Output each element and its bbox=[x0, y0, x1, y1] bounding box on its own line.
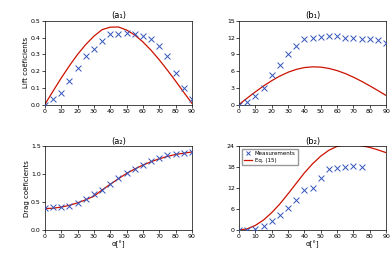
Point bbox=[334, 34, 340, 38]
Point bbox=[326, 167, 332, 171]
Point bbox=[156, 156, 162, 160]
Point bbox=[131, 167, 138, 171]
Point bbox=[301, 37, 307, 41]
Point bbox=[107, 182, 113, 186]
Point bbox=[342, 35, 348, 40]
Point bbox=[91, 47, 97, 51]
Point bbox=[164, 153, 170, 157]
Point bbox=[285, 206, 291, 210]
Title: (a₁): (a₁) bbox=[111, 11, 126, 20]
Point bbox=[42, 206, 48, 210]
Point bbox=[181, 86, 187, 90]
Point bbox=[236, 102, 242, 107]
Point bbox=[317, 176, 324, 180]
Point bbox=[140, 34, 146, 38]
X-axis label: α[°]: α[°] bbox=[306, 241, 319, 248]
Point bbox=[74, 201, 81, 205]
Point bbox=[293, 44, 300, 48]
Point bbox=[350, 164, 356, 168]
Point bbox=[58, 91, 64, 95]
Point bbox=[74, 66, 81, 70]
Point bbox=[358, 165, 365, 170]
Point bbox=[172, 152, 179, 156]
Y-axis label: Drag coëficients: Drag coëficients bbox=[23, 160, 30, 217]
Point bbox=[334, 166, 340, 170]
Point bbox=[50, 98, 56, 102]
Point bbox=[115, 176, 122, 180]
Point bbox=[58, 205, 64, 209]
Point bbox=[148, 37, 154, 41]
Point bbox=[342, 165, 348, 170]
Y-axis label: Lift coëficients: Lift coëficients bbox=[23, 37, 29, 88]
Point bbox=[91, 192, 97, 197]
Point bbox=[358, 37, 365, 41]
Point bbox=[42, 102, 48, 107]
Point bbox=[293, 198, 300, 203]
Title: (a₂): (a₂) bbox=[111, 136, 126, 146]
Point bbox=[326, 34, 332, 38]
Point bbox=[309, 186, 316, 190]
Point bbox=[252, 94, 259, 98]
Point bbox=[367, 37, 373, 41]
Point bbox=[66, 79, 73, 83]
Point bbox=[189, 98, 195, 102]
Point bbox=[375, 38, 381, 42]
Point bbox=[285, 52, 291, 56]
Point bbox=[131, 32, 138, 36]
Point bbox=[244, 228, 250, 232]
Point bbox=[236, 228, 242, 232]
Point bbox=[189, 150, 195, 154]
Point bbox=[83, 197, 89, 202]
Point bbox=[277, 213, 283, 218]
Point bbox=[181, 151, 187, 155]
Point bbox=[115, 32, 122, 36]
Point bbox=[301, 188, 307, 192]
Point bbox=[350, 35, 356, 40]
Point bbox=[124, 30, 130, 35]
Title: (b₂): (b₂) bbox=[305, 136, 320, 146]
Point bbox=[140, 163, 146, 167]
Point bbox=[277, 63, 283, 68]
Point bbox=[269, 219, 275, 223]
Point bbox=[383, 41, 389, 45]
Point bbox=[107, 32, 113, 36]
Point bbox=[317, 35, 324, 39]
X-axis label: α[°]: α[°] bbox=[112, 241, 125, 248]
Point bbox=[244, 100, 250, 104]
Point bbox=[66, 204, 73, 208]
Point bbox=[156, 44, 162, 48]
Point bbox=[309, 35, 316, 40]
Point bbox=[164, 54, 170, 58]
Point bbox=[124, 171, 130, 175]
Point bbox=[261, 224, 267, 228]
Title: (b₁): (b₁) bbox=[305, 11, 320, 20]
Point bbox=[148, 159, 154, 163]
Point bbox=[99, 188, 105, 192]
Point bbox=[172, 71, 179, 75]
Point bbox=[252, 227, 259, 231]
Point bbox=[83, 54, 89, 58]
Point bbox=[50, 205, 56, 209]
Point bbox=[99, 39, 105, 43]
Legend: Measurements, Eq. (15): Measurements, Eq. (15) bbox=[242, 149, 298, 165]
Point bbox=[261, 86, 267, 90]
Point bbox=[269, 73, 275, 77]
